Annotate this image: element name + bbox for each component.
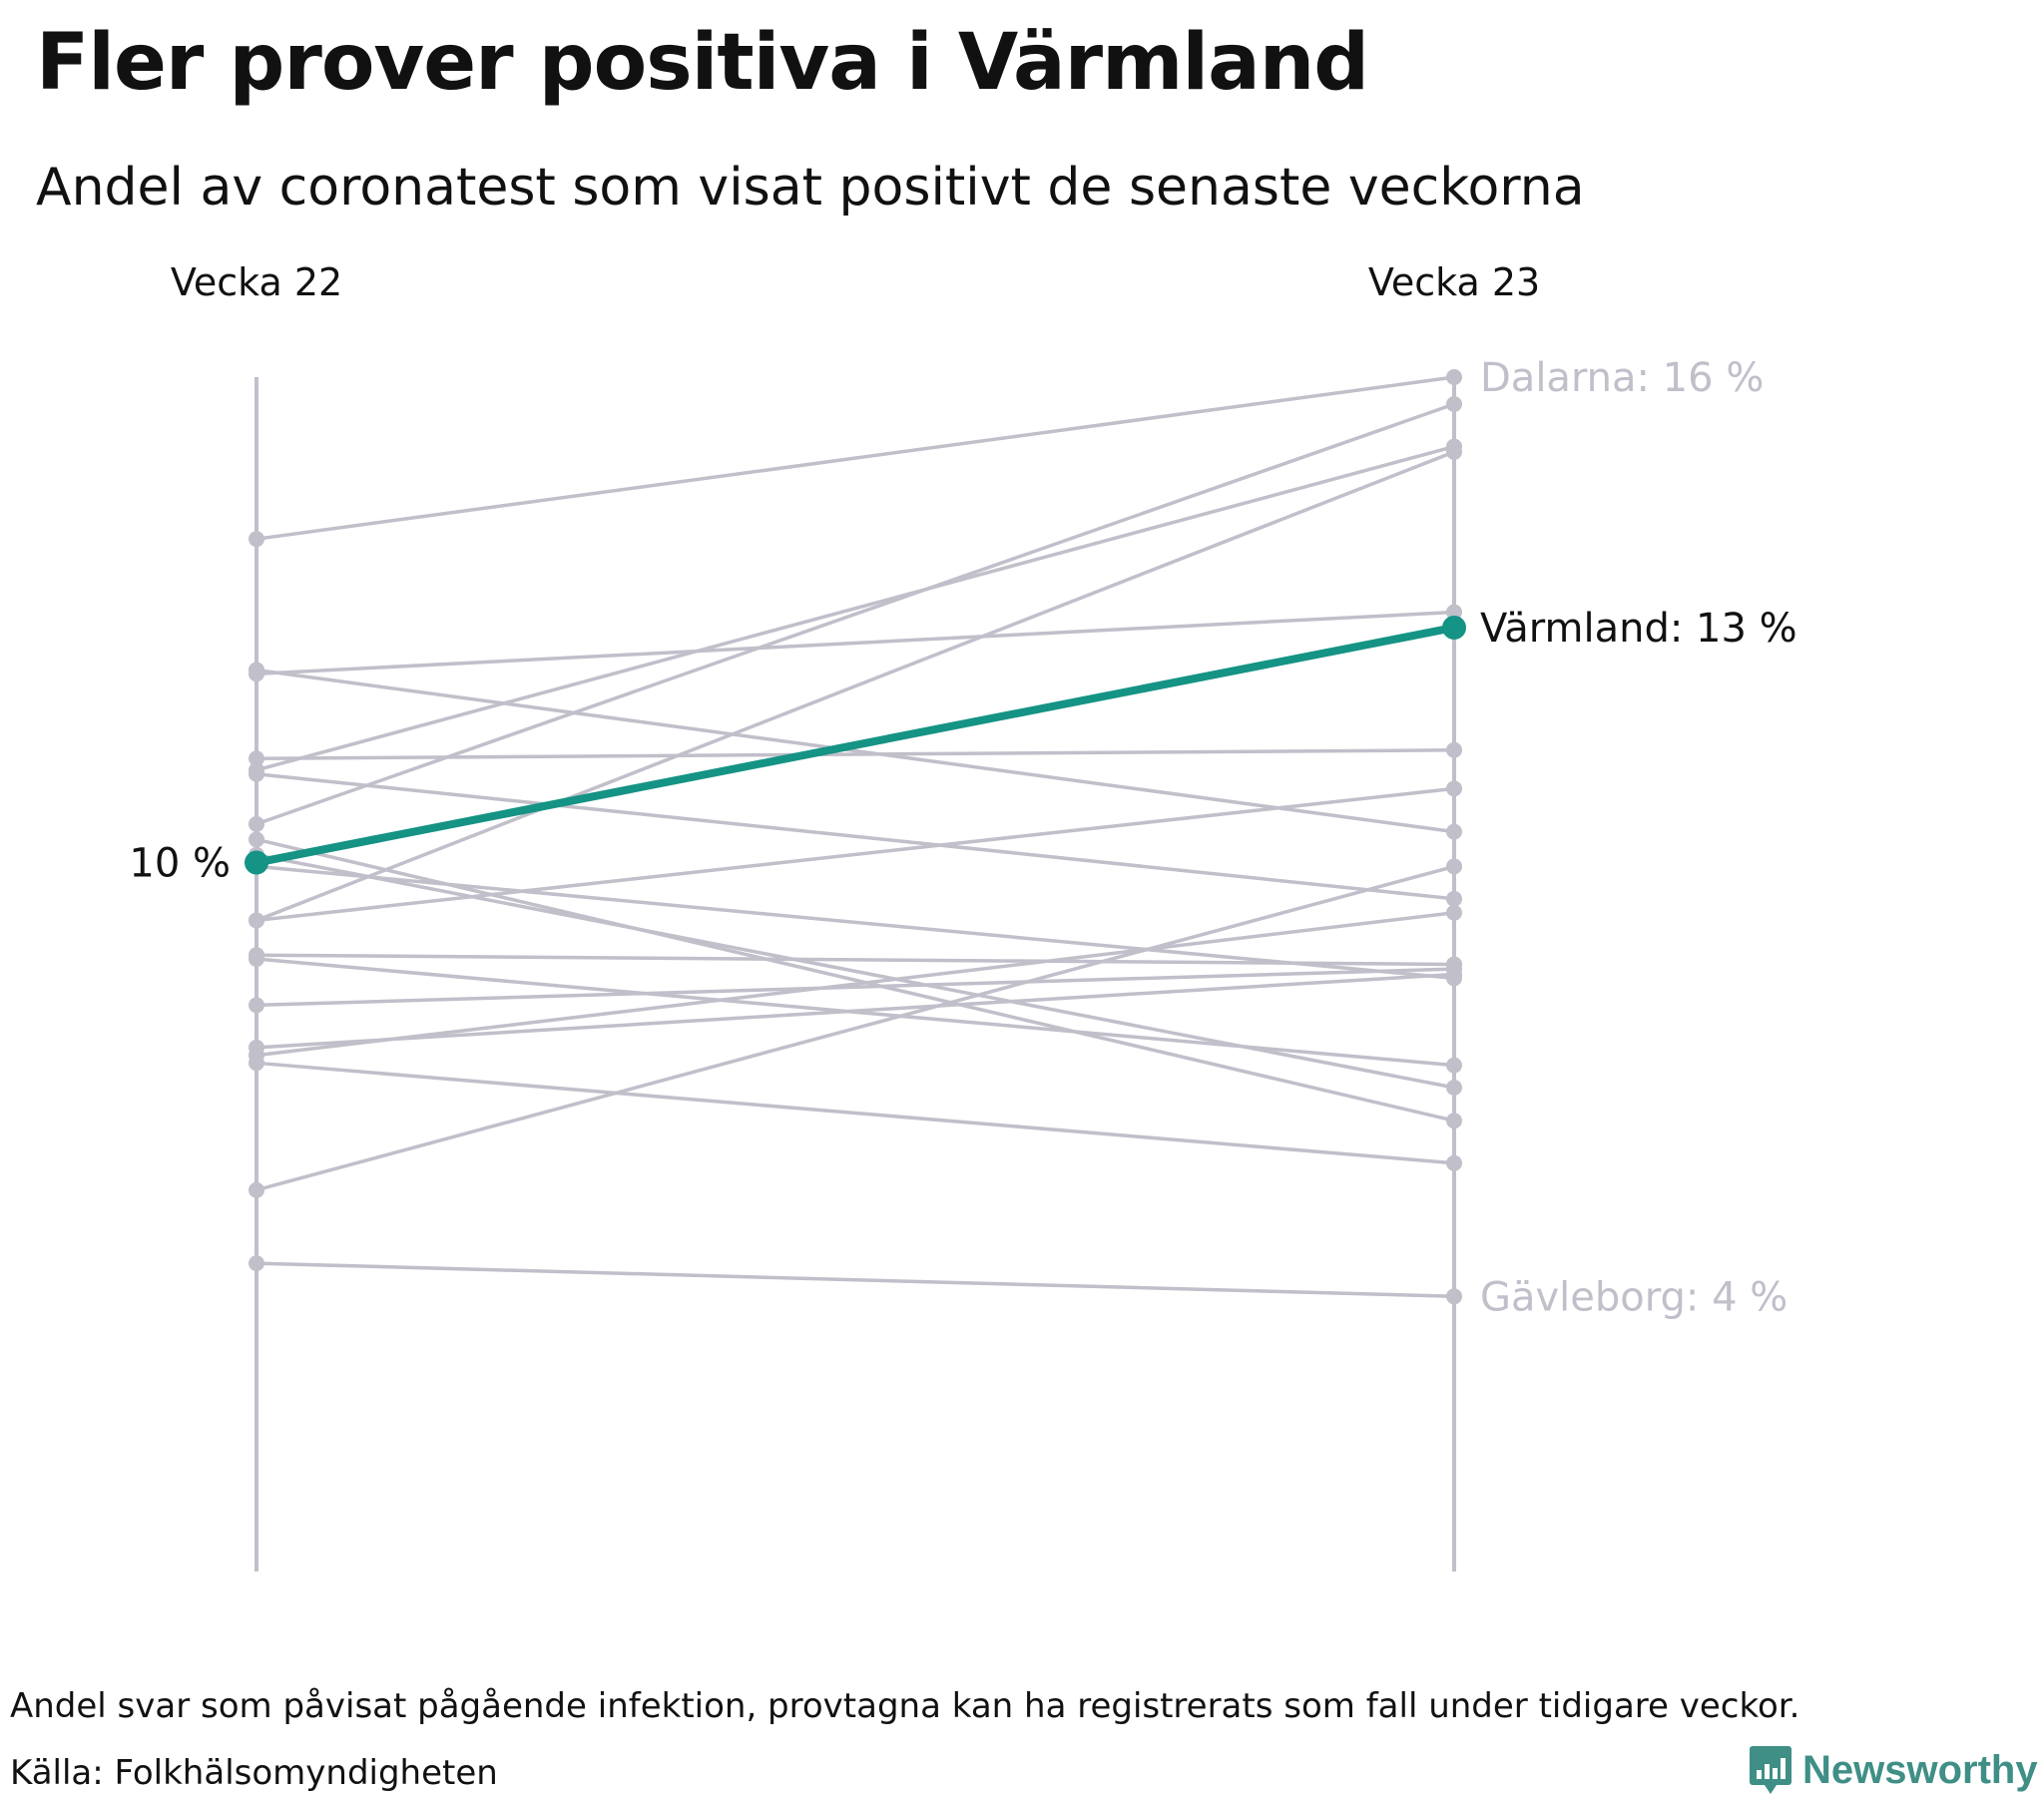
series-point-week-22-region-10 bbox=[249, 912, 264, 929]
series-line-region-8 bbox=[256, 748, 1455, 761]
chart-subtitle: Andel av coronatest som visat positivt d… bbox=[36, 158, 1585, 218]
series-line-region-12 bbox=[256, 864, 1455, 981]
series-point-week-23-region-20 bbox=[1446, 1080, 1462, 1097]
series-point-week-23-region-6 bbox=[1446, 604, 1462, 621]
series-point-week-23-region-7 bbox=[1446, 823, 1462, 840]
chart-title: Fler prover positiva i Värmland bbox=[36, 18, 1369, 108]
series-point-week-22-region-15 bbox=[249, 997, 264, 1014]
series-point-week-23-region-16 bbox=[1446, 904, 1462, 921]
series-point-week-22-region-8 bbox=[249, 750, 264, 767]
series-point-week-22-region-14 bbox=[249, 951, 264, 968]
newsworthy-logo: Newsworthy bbox=[1749, 1744, 2038, 1796]
series-point-week-22-region-9 bbox=[249, 765, 264, 782]
slope-chart: Vecka 22 Vecka 23 Dalarna: 16 % Gävleborg… bbox=[129, 260, 1797, 1572]
series-line-region-6 bbox=[256, 610, 1455, 676]
start-label-varmland: 10 % bbox=[129, 841, 231, 887]
series-line-region-10 bbox=[256, 786, 1455, 923]
source-note: Källa: Folkhälsomyndigheten bbox=[10, 1753, 498, 1793]
series-line-gävleborg bbox=[256, 1261, 1455, 1299]
series-point-week-23-region-18 bbox=[1446, 858, 1462, 875]
series-point-week-22-gävleborg bbox=[249, 1255, 264, 1272]
series-line-region-5 bbox=[256, 450, 1455, 923]
highlight-point-week-22-varmland bbox=[245, 850, 268, 875]
series-point-week-23-region-8 bbox=[1446, 741, 1462, 758]
series-point-week-22-region-19 bbox=[249, 1039, 264, 1056]
newsworthy-logo-icon bbox=[1750, 1746, 1791, 1794]
series-line-region-4 bbox=[256, 444, 1455, 772]
series-point-week-23-dalarna bbox=[1446, 369, 1462, 385]
series-point-week-22-region-7 bbox=[249, 662, 264, 678]
series-point-week-22-region-11 bbox=[249, 831, 264, 848]
footnote: Andel svar som påvisat pågående infektio… bbox=[10, 1686, 1800, 1726]
series-point-week-23-region-3 bbox=[1446, 396, 1462, 413]
series-point-week-23-region-5 bbox=[1446, 443, 1462, 460]
series-point-week-23-region-17 bbox=[1446, 1154, 1462, 1171]
series-point-week-23-region-10 bbox=[1446, 780, 1462, 797]
series-line-region-15 bbox=[256, 967, 1455, 1008]
series-point-week-22-region-18 bbox=[249, 1181, 264, 1198]
highlight-point-week-23-varmland bbox=[1442, 615, 1466, 640]
series-point-week-23-region-9 bbox=[1446, 890, 1462, 907]
series-line-region-20 bbox=[256, 853, 1455, 1090]
series-point-week-22-region-17 bbox=[249, 1055, 264, 1072]
end-label-gävleborg: Gävleborg: 4 % bbox=[1480, 1274, 1788, 1320]
series-line-region-18 bbox=[256, 864, 1455, 1192]
series-line-region-3 bbox=[256, 402, 1455, 826]
series-point-week-22-dalarna bbox=[249, 531, 264, 548]
series-line-region-16 bbox=[256, 910, 1455, 1058]
series-line-dalarna bbox=[256, 375, 1455, 541]
series-point-week-23-gävleborg bbox=[1446, 1288, 1462, 1305]
chart-marks: Dalarna: 16 % Gävleborg: 4 % 10 % Värmland:… bbox=[129, 355, 1797, 1572]
series-point-week-22-region-3 bbox=[249, 815, 264, 832]
series-line-region-9 bbox=[256, 771, 1455, 901]
series-line-region-13 bbox=[256, 953, 1455, 967]
series-point-week-23-region-11 bbox=[1446, 1113, 1462, 1129]
series-line-region-19 bbox=[256, 972, 1455, 1050]
series-point-week-23-region-14 bbox=[1446, 1057, 1462, 1074]
end-label-dalarna: Dalarna: 16 % bbox=[1480, 355, 1764, 401]
highlight-line-varmland bbox=[253, 623, 1458, 867]
brand-name: Newsworthy bbox=[1802, 1747, 2038, 1792]
column-label-week-23: Vecka 23 bbox=[1368, 260, 1540, 304]
column-label-week-22: Vecka 22 bbox=[171, 260, 342, 304]
end-label-varmland: Värmland: 13 % bbox=[1480, 606, 1797, 652]
series-line-region-17 bbox=[256, 1061, 1455, 1165]
series-line-region-7 bbox=[256, 668, 1455, 834]
series-point-week-23-region-19 bbox=[1446, 966, 1462, 983]
